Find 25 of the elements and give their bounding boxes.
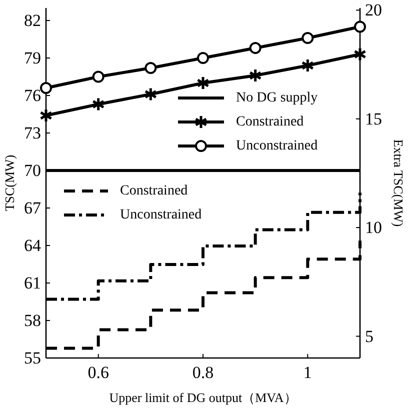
- y-tick-label: 61: [24, 274, 41, 292]
- legend-label: No DG supply: [236, 90, 318, 106]
- x-tick-label: 1: [303, 363, 312, 382]
- y-tick-label: 70: [24, 161, 41, 180]
- y-tick-label: 73: [24, 124, 41, 142]
- y-tick-label: 55: [24, 348, 41, 368]
- y-tick-label: 79: [24, 48, 41, 68]
- y2-axis-title: Extra TSC(MW): [391, 139, 406, 227]
- y-tick-label: 67: [24, 198, 42, 218]
- y-tick-label: 58: [24, 311, 41, 330]
- x-tick-label: 0.8: [192, 363, 214, 382]
- legend-label: Constrained: [120, 184, 188, 198]
- legend-label: Constrained: [236, 114, 304, 130]
- y-tick-label: 82: [24, 11, 41, 30]
- legend-label: Unconstrained: [120, 208, 202, 222]
- y2-tick-label: 20: [365, 0, 382, 20]
- x-tick-label: 0.6: [88, 363, 109, 382]
- y-tick-label: 76: [24, 86, 41, 105]
- y2-tick-label: 10: [365, 218, 382, 238]
- legend-label: Unconstrained: [236, 138, 318, 154]
- x-axis-title: Upper limit of DG output（MVA）: [109, 390, 297, 405]
- y2-tick-label: 15: [365, 109, 382, 128]
- y2-tick-label: 5: [365, 326, 374, 346]
- y-tick-label: 64: [24, 236, 42, 255]
- y-axis-title: TSC(MW): [2, 154, 17, 212]
